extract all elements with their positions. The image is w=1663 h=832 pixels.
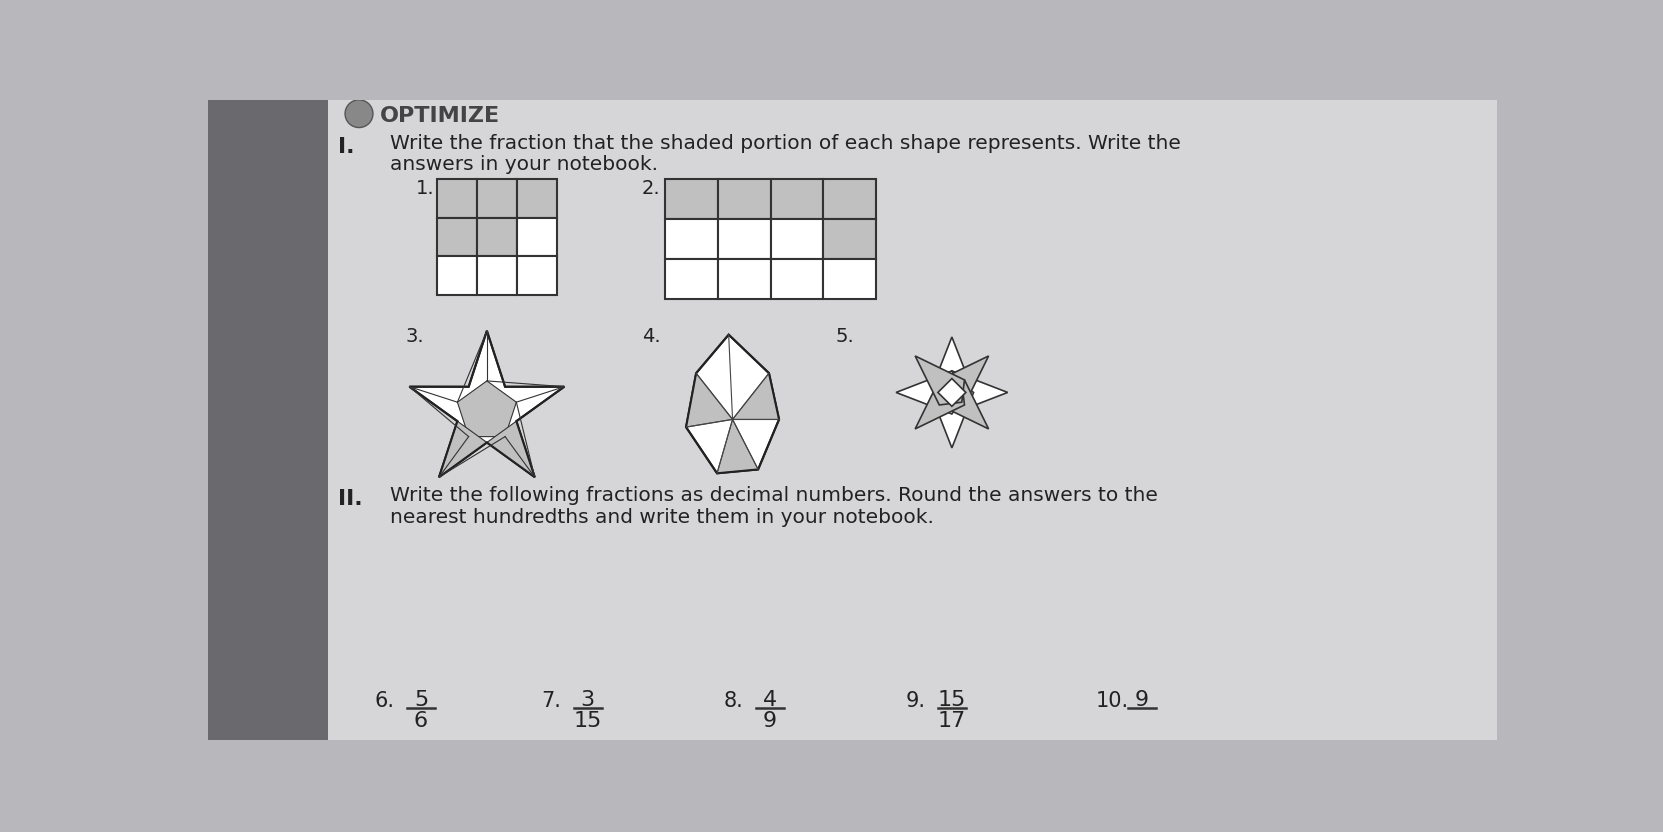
Text: nearest hundredths and write them in your notebook.: nearest hundredths and write them in you… [391, 508, 935, 527]
Polygon shape [457, 381, 516, 437]
Polygon shape [732, 374, 778, 419]
Bar [477, 218, 517, 256]
Text: 1.: 1. [416, 179, 434, 198]
Bar [517, 218, 557, 256]
Bar [770, 260, 823, 300]
Bar [436, 256, 477, 295]
Polygon shape [439, 421, 487, 477]
Text: 9: 9 [1134, 690, 1149, 710]
Bar [477, 179, 517, 218]
Polygon shape [717, 419, 758, 473]
Text: Write the fraction that the shaded portion of each shape represents. Write the: Write the fraction that the shaded porti… [391, 134, 1181, 153]
Polygon shape [896, 371, 966, 414]
Text: OPTIMIZE: OPTIMIZE [379, 106, 501, 126]
Bar [665, 260, 718, 300]
Text: 5: 5 [414, 690, 427, 710]
Bar [770, 179, 823, 219]
Bar [718, 219, 770, 260]
Bar [436, 179, 477, 218]
Text: 5.: 5. [835, 327, 855, 346]
Bar [823, 179, 876, 219]
Text: 2.: 2. [642, 179, 660, 198]
Bar [770, 219, 823, 260]
Bar [477, 256, 517, 295]
Text: answers in your notebook.: answers in your notebook. [391, 156, 659, 174]
Polygon shape [915, 356, 965, 405]
Text: 6.: 6. [374, 691, 394, 711]
Polygon shape [940, 380, 988, 429]
Text: 10.: 10. [1096, 691, 1129, 711]
Polygon shape [915, 380, 965, 429]
Text: 8.: 8. [723, 691, 743, 711]
Bar [718, 179, 770, 219]
Text: 3.: 3. [406, 327, 424, 346]
Polygon shape [938, 379, 966, 406]
Polygon shape [938, 371, 1008, 414]
Text: 7.: 7. [540, 691, 560, 711]
Polygon shape [940, 356, 988, 405]
Polygon shape [687, 334, 778, 473]
Bar [823, 219, 876, 260]
Text: 15: 15 [938, 690, 966, 710]
Polygon shape [487, 421, 535, 477]
Polygon shape [930, 337, 973, 406]
Text: 9: 9 [763, 711, 777, 731]
Circle shape [344, 100, 373, 127]
Text: 17: 17 [938, 711, 966, 731]
Text: 3: 3 [580, 690, 595, 710]
Bar [718, 260, 770, 300]
Polygon shape [930, 379, 973, 448]
Polygon shape [409, 331, 564, 477]
Polygon shape [687, 374, 732, 427]
Text: II.: II. [338, 488, 363, 508]
Text: I.: I. [338, 136, 354, 156]
Bar [665, 219, 718, 260]
Text: Write the following fractions as decimal numbers. Round the answers to the: Write the following fractions as decimal… [391, 487, 1157, 505]
Bar [517, 256, 557, 295]
Bar [517, 179, 557, 218]
Bar [823, 260, 876, 300]
Bar [436, 218, 477, 256]
Text: 6: 6 [414, 711, 427, 731]
Text: 9.: 9. [905, 691, 925, 711]
Bar [665, 179, 718, 219]
Text: 4.: 4. [642, 327, 660, 346]
Text: 15: 15 [574, 711, 602, 731]
Text: 4: 4 [763, 690, 777, 710]
Bar [208, 100, 328, 740]
